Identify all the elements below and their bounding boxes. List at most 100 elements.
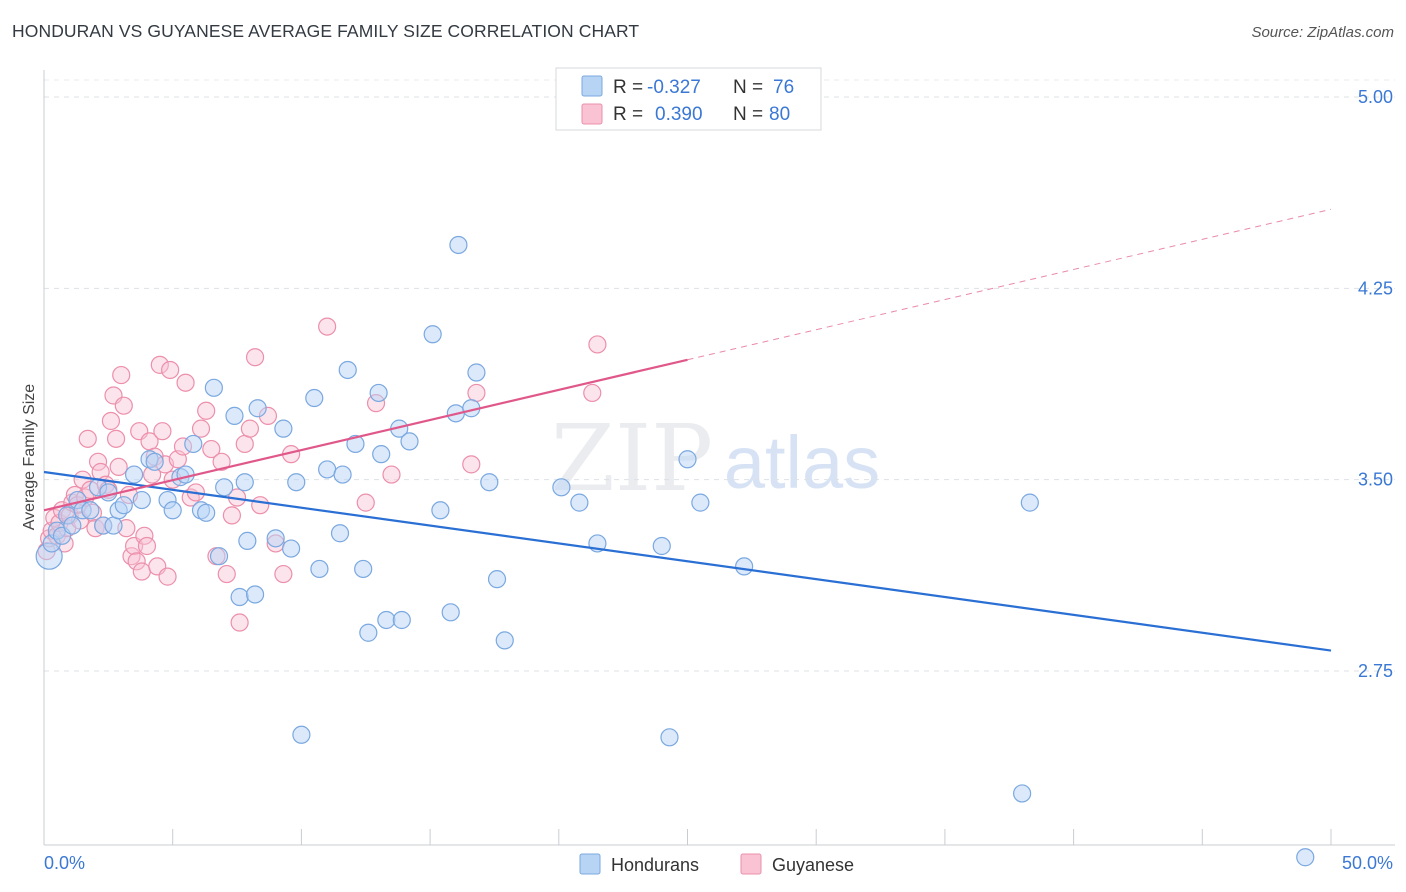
hondurans-point [570, 493, 589, 512]
hondurans-r-value: -0.327 [647, 77, 701, 98]
hondurans-point [282, 539, 301, 558]
hondurans-point [400, 432, 419, 451]
chart-title: HONDURAN VS GUYANESE AVERAGE FAMILY SIZE… [12, 21, 640, 41]
hondurans-point [480, 473, 499, 492]
hondurans-point [215, 478, 234, 497]
guyanese-point [240, 419, 260, 438]
hondurans-point [423, 325, 442, 344]
guyanese-point [318, 317, 337, 336]
watermark-atlas: atlas [724, 421, 880, 504]
guyanese-series-label: Guyanese [772, 855, 854, 875]
hondurans-point [63, 516, 82, 535]
hondurans-point [197, 503, 216, 522]
hondurans-point [184, 434, 203, 454]
hondurans-point [467, 363, 486, 382]
hondurans-point [678, 450, 697, 469]
guyanese-legend-swatch [581, 103, 603, 125]
guyanese-point [191, 419, 211, 438]
guyanese-point [176, 373, 195, 392]
guyanese-point [274, 564, 293, 584]
guyanese-point [222, 506, 242, 525]
hondurans-series-label: Hondurans [611, 855, 699, 875]
guyanese-point [158, 567, 177, 586]
guyanese-point [467, 383, 486, 403]
guyanese-point [202, 439, 221, 459]
hondurans-trend-line [43, 470, 1332, 652]
guyanese-point [235, 434, 254, 454]
guyanese-point [588, 335, 607, 354]
hondurans-point [245, 585, 265, 604]
guyanese-point [112, 365, 131, 385]
guyanese-point [73, 470, 92, 489]
hondurans-point [292, 725, 311, 744]
hondurans-point [1296, 848, 1315, 867]
hondurans-point [377, 610, 396, 630]
hondurans-point [369, 383, 388, 403]
hondurans-point [238, 531, 257, 550]
guyanese-point [382, 465, 401, 484]
hondurans-points [35, 235, 1315, 867]
hondurans-point [691, 493, 710, 512]
hondurans-point [248, 399, 267, 418]
hondurans-point [225, 406, 244, 425]
hondurans-point [449, 235, 468, 255]
hondurans-point [372, 445, 391, 464]
hondurans-point [124, 465, 144, 484]
hondurans-point [204, 378, 223, 397]
guyanese-trend-line [43, 358, 688, 512]
axes [43, 70, 1395, 846]
hondurans-point [354, 559, 373, 579]
hondurans-point [392, 610, 411, 630]
hondurans-point [163, 501, 182, 520]
hondurans-n-value: 76 [773, 77, 794, 98]
hondurans-point [209, 547, 229, 566]
hondurans-point [176, 465, 195, 484]
hondurans-n-label: N = [733, 77, 763, 98]
hondurans-point [431, 501, 450, 520]
guyanese-point [137, 536, 157, 556]
guyanese-point [462, 455, 481, 474]
hondurans-point [287, 473, 306, 492]
series-legend: Hondurans Guyanese [579, 853, 854, 875]
guyanese-point [101, 411, 121, 431]
hondurans-point [310, 559, 329, 579]
guyanese-trend-extension [687, 208, 1332, 361]
hondurans-point [495, 631, 514, 650]
guyanese-point [245, 348, 265, 367]
hondurans-point [266, 529, 285, 548]
hondurans-point [333, 465, 352, 484]
hondurans-point [114, 496, 133, 515]
hondurans-point [305, 388, 324, 408]
hondurans-point [132, 490, 151, 510]
trend-lines [43, 208, 1332, 652]
grid-lines [44, 79, 1395, 672]
guyanese-point [217, 564, 236, 584]
x-tick-labels: 0.0% 50.0% [44, 853, 1393, 873]
guyanese-point [150, 355, 169, 374]
hondurans-point [235, 473, 254, 492]
hondurans-point [330, 524, 350, 543]
hondurans-point [552, 478, 571, 497]
hondurans-point [81, 501, 100, 520]
y-tick-labels: 2.75 3.50 4.25 5.00 [1358, 87, 1393, 681]
hondurans-legend-swatch [581, 75, 603, 97]
y-tick-label-1: 3.50 [1358, 470, 1393, 490]
guyanese-point [356, 493, 375, 512]
hondurans-point [338, 360, 357, 380]
guyanese-point [251, 496, 270, 515]
guyanese-series-swatch [740, 853, 762, 875]
hondurans-point [145, 452, 164, 471]
guyanese-point [197, 401, 216, 420]
guyanese-point [153, 422, 172, 441]
chart-source: Source: ZipAtlas.com [1251, 24, 1394, 41]
guyanese-r-value: 0.390 [655, 104, 703, 125]
hondurans-point [346, 434, 365, 454]
hondurans-point [318, 460, 337, 479]
guyanese-point [114, 396, 133, 415]
guyanese-point [230, 613, 249, 632]
guyanese-point [132, 562, 151, 581]
y-axis-label: Average Family Size [21, 384, 38, 531]
guyanese-r-label: R = [613, 104, 643, 125]
hondurans-point [652, 536, 671, 556]
